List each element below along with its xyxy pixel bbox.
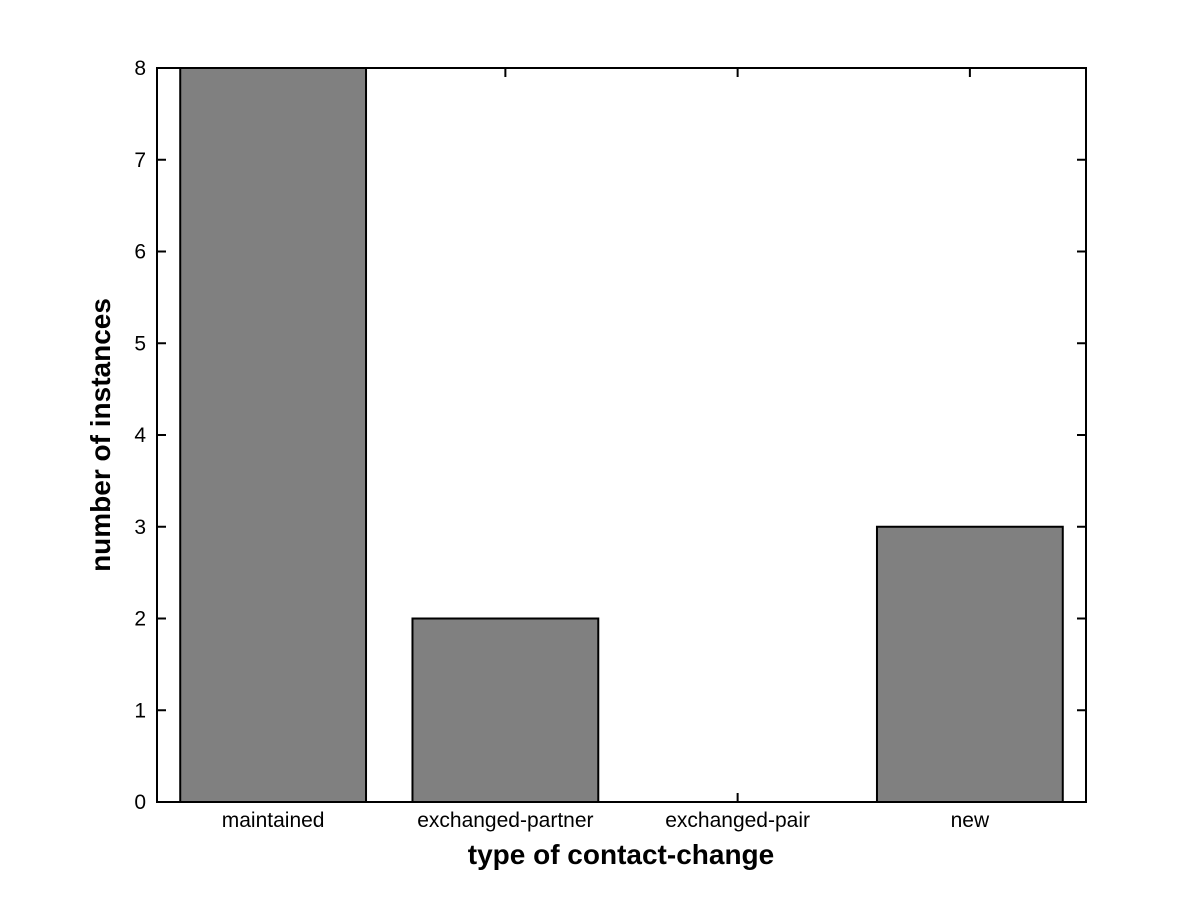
y-tick-label: 8 [134, 57, 146, 80]
y-tick-label: 5 [134, 332, 146, 355]
y-tick-label: 2 [134, 608, 146, 631]
plot-area: 0 1 2 3 4 5 6 7 8 maintained exchanged-partner exch… [134, 57, 1087, 832]
y-axis-title: number of instances [85, 298, 116, 572]
x-tick-label: exchanged-pair [665, 809, 810, 832]
y-tick-label: 7 [134, 149, 146, 172]
x-tick-label: maintained [222, 809, 325, 832]
x-tick-label: new [951, 809, 990, 832]
y-tick-label: 4 [134, 424, 146, 447]
bar-maintained [179, 67, 368, 803]
axis-box [156, 67, 1087, 803]
bar-exchanged-partner [411, 617, 600, 803]
bar-new [875, 525, 1064, 803]
y-tick-label: 0 [134, 791, 146, 814]
x-tick-label: exchanged-partner [417, 809, 593, 832]
x-axis-title: type of contact-change [468, 839, 774, 870]
y-tick-label: 6 [134, 241, 146, 264]
y-tick-label: 3 [134, 516, 146, 539]
y-tick-label: 1 [134, 699, 146, 722]
